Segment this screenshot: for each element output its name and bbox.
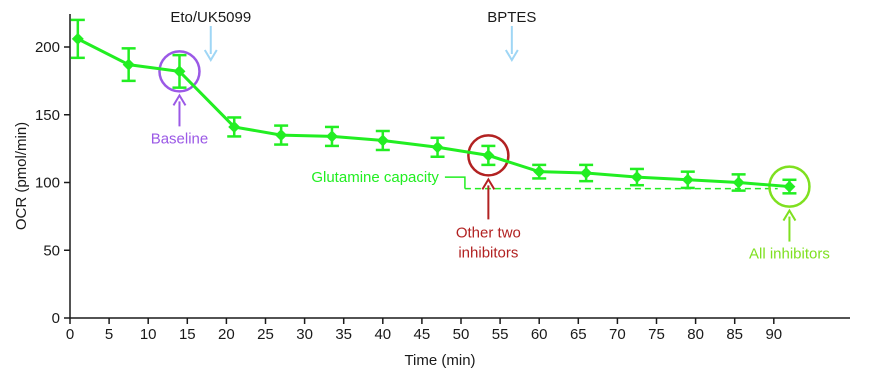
x-tick-label: 15: [179, 326, 196, 343]
x-tick-label: 45: [414, 326, 431, 343]
circle-label: Baseline: [151, 130, 209, 147]
x-tick-label: 80: [687, 326, 704, 343]
x-axis-title: Time (min): [404, 352, 475, 369]
data-point: [732, 176, 745, 189]
data-point: [783, 180, 796, 193]
circle-arrow-head: [481, 177, 496, 190]
x-tick-label: 40: [374, 326, 391, 343]
highlight-circle: [768, 165, 811, 208]
y-tick-label: 200: [35, 39, 60, 56]
x-tick-label: 50: [453, 326, 470, 343]
glutamine-capacity-label: Glutamine capacity: [311, 169, 439, 186]
data-point: [71, 32, 84, 45]
y-tick-label: 50: [43, 242, 60, 259]
data-point: [325, 130, 338, 143]
x-tick-label: 60: [531, 326, 548, 343]
circle-arrow-head: [172, 93, 187, 106]
highlight-circle: [467, 134, 510, 177]
data-point: [228, 120, 241, 133]
y-tick-label: 100: [35, 175, 60, 192]
data-point: [630, 171, 643, 184]
y-axis-title: OCR (pmol/min): [13, 122, 30, 230]
data-point: [681, 173, 694, 186]
data-point: [376, 134, 389, 147]
circle-label-line: Other two: [456, 224, 521, 241]
x-tick-label: 75: [648, 326, 665, 343]
x-tick-label: 70: [609, 326, 626, 343]
x-tick-label: 30: [296, 326, 313, 343]
injection-arrow-head: [504, 49, 519, 62]
data-point: [275, 129, 288, 142]
x-tick-label: 65: [570, 326, 587, 343]
injection-label: Eto/UK5099: [170, 9, 251, 26]
x-tick-label: 90: [765, 326, 782, 343]
x-tick-label: 20: [218, 326, 235, 343]
x-tick-label: 25: [257, 326, 274, 343]
data-series: [70, 18, 797, 195]
axes: 0 5 10 15 20 25 30 35 40 45 50 55 60 65 70 75 80 85 90 0 50 1…: [35, 14, 850, 343]
data-point: [173, 65, 186, 78]
series-line: [77, 37, 790, 189]
circle-arrow-head: [782, 208, 797, 222]
data-point: [580, 167, 593, 180]
circle-label-line: inhibitors: [458, 244, 518, 261]
x-tick-label: 85: [726, 326, 743, 343]
injection-arrow-head: [203, 49, 218, 62]
annotations: Eto/UK5099 BPTES Glutamine capacity Baselin…: [151, 9, 830, 263]
bracket-connector: [444, 176, 466, 189]
data-point: [533, 165, 546, 178]
x-tick-label: 35: [335, 326, 352, 343]
x-tick-label: 55: [492, 326, 509, 343]
y-tick-label: 0: [52, 310, 60, 327]
x-tick-label: 5: [105, 326, 113, 343]
highlight-circle: [158, 50, 201, 93]
data-point: [482, 149, 495, 162]
data-point: [431, 141, 444, 154]
x-tick-label: 0: [66, 326, 74, 343]
injection-label: BPTES: [487, 9, 536, 26]
y-tick-label: 150: [35, 107, 60, 124]
x-tick-label: 10: [140, 326, 157, 343]
circle-label: All inhibitors: [749, 246, 830, 263]
data-point: [122, 58, 135, 71]
